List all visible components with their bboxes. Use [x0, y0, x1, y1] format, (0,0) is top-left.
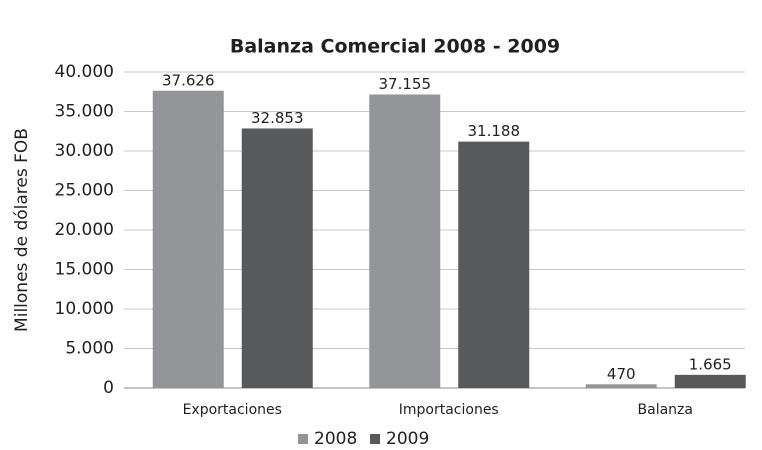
x-tick-label: Balanza	[638, 402, 693, 418]
data-label: 37.155	[379, 75, 432, 93]
data-label: 31.188	[468, 122, 521, 140]
bar	[369, 94, 441, 389]
y-tick-label: 35.000	[55, 102, 114, 122]
x-tick-label: Exportaciones	[183, 402, 282, 418]
y-tick-label: 5.000	[65, 339, 114, 359]
legend-label: 2009	[386, 429, 429, 449]
bar	[674, 374, 746, 388]
y-axis-label: Millones de dólares FOB	[12, 128, 32, 332]
chart-title: Balanza Comercial 2008 - 2009	[230, 36, 560, 58]
data-label: 32.853	[251, 109, 304, 127]
legend-label: 2008	[314, 429, 357, 449]
y-tick-label: 0	[103, 378, 114, 398]
bar	[585, 384, 657, 388]
data-label: 1.665	[689, 355, 732, 373]
x-tick-label: Importaciones	[399, 402, 499, 418]
bar	[458, 141, 530, 388]
data-label: 37.626	[162, 71, 215, 89]
y-tick-label: 20.000	[55, 220, 114, 240]
bar	[241, 128, 313, 388]
y-tick-label: 30.000	[55, 141, 114, 161]
bar	[152, 90, 224, 388]
y-tick-label: 25.000	[55, 181, 114, 201]
data-label: 470	[607, 365, 636, 383]
y-tick-label: 40.000	[55, 62, 114, 82]
legend-swatch	[298, 434, 308, 444]
y-tick-label: 10.000	[55, 299, 114, 319]
legend-swatch	[370, 434, 380, 444]
y-tick-label: 15.000	[55, 260, 114, 280]
